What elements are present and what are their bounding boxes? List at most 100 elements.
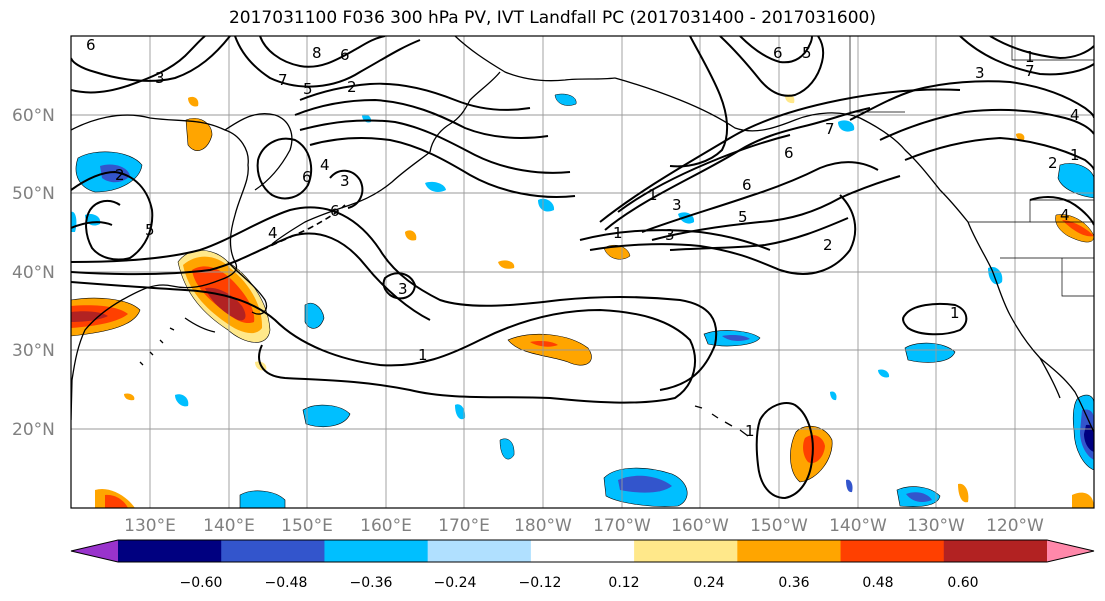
colorbar-tick-label: 0.60 <box>947 575 978 591</box>
contour-label: 2 <box>115 166 125 184</box>
negative-anomaly <box>554 93 577 106</box>
contour-label: 4 <box>268 224 278 242</box>
contour-label: 6 <box>784 144 794 162</box>
colorbar-extend-min <box>71 540 118 562</box>
negative-anomaly <box>100 164 130 183</box>
contour-label: 2 <box>823 236 833 254</box>
colorbar-segment <box>221 540 325 562</box>
lat-label-20: 20°N <box>12 420 55 440</box>
colorbar-segment <box>530 540 635 562</box>
positive-anomaly <box>1072 492 1094 508</box>
negative-anomaly <box>499 438 515 460</box>
negative-anomaly <box>906 492 932 502</box>
contour-label: 1 <box>613 224 623 242</box>
negative-anomaly <box>425 181 446 192</box>
contour-label: 2 <box>347 78 357 96</box>
positive-anomaly <box>603 245 631 260</box>
contour-label: 5 <box>145 221 155 239</box>
contour-label: 7 <box>1025 62 1035 80</box>
negative-anomaly <box>878 369 890 378</box>
lon-label: 170°W <box>593 516 651 536</box>
contour-label: 1 <box>1025 48 1035 66</box>
contour-label: 1 <box>648 186 658 204</box>
negative-anomaly <box>838 120 855 132</box>
negative-anomaly <box>175 394 189 407</box>
colorbar-tick-label: 0.12 <box>608 575 639 591</box>
colorbar-tick-label: −0.12 <box>519 575 562 591</box>
positive-anomaly <box>71 311 108 322</box>
contour-label: 2 <box>1048 154 1058 172</box>
contour-label: 5 <box>738 208 748 226</box>
positive-anomaly <box>530 341 558 347</box>
lon-label: 150°E <box>281 516 333 536</box>
lon-label: 180°W <box>514 516 572 536</box>
negative-anomaly <box>618 475 672 493</box>
contour-label: 8 <box>312 44 322 62</box>
lon-label: 130°E <box>124 516 176 536</box>
contour-label: 6 <box>86 36 96 54</box>
positive-anomaly <box>1062 220 1094 237</box>
contour-label: 1 <box>745 422 755 440</box>
dashed-contour <box>234 204 346 263</box>
colorbar-tick-label: −0.36 <box>350 575 393 591</box>
contour-label: 3 <box>672 196 682 214</box>
colorbar-tick-label: −0.24 <box>434 575 477 591</box>
colorbar-segment <box>427 540 532 562</box>
contour-label: 7 <box>278 71 288 89</box>
colorbar-segment <box>634 540 738 562</box>
contour-label: 3 <box>975 64 985 82</box>
negative-anomaly <box>830 391 837 401</box>
contour-label: 3 <box>340 172 350 190</box>
latitude-labels: 60°N 50°N 40°N 30°N 20°N <box>12 106 55 440</box>
colorbar-segment <box>118 540 222 562</box>
negative-anomaly <box>239 490 286 508</box>
colorbar-segment <box>324 540 429 562</box>
positive-anomaly <box>803 435 825 464</box>
borders <box>849 36 1094 297</box>
contour-label: 6 <box>773 44 783 62</box>
longitude-labels: 130°E 140°E 150°E 160°E 170°E 180°W 170°… <box>124 516 1044 536</box>
colorbar-ticks: −0.60 −0.48 −0.36 −0.24 −0.12 0.12 0.24 … <box>180 575 979 591</box>
lon-label: 160°E <box>360 516 412 536</box>
contour-label: 4 <box>320 156 330 174</box>
lon-label: 170°E <box>438 516 490 536</box>
graticule <box>71 36 1094 508</box>
contour-label: 6 <box>302 168 312 186</box>
lon-label: 140°W <box>829 516 887 536</box>
lon-label: 130°W <box>907 516 965 536</box>
negative-anomaly <box>538 198 555 212</box>
positive-anomaly <box>405 230 417 241</box>
colorbar-tick-label: −0.48 <box>265 575 308 591</box>
lon-label: 140°E <box>203 516 255 536</box>
lon-label: 160°W <box>671 516 729 536</box>
lat-label-40: 40°N <box>12 263 55 283</box>
negative-anomaly <box>304 302 325 329</box>
colorbar-tick-label: −0.60 <box>180 575 223 591</box>
contour-label: 5 <box>303 80 313 98</box>
colorbar-tick-label: 0.36 <box>778 575 809 591</box>
colorbar <box>70 539 1095 563</box>
positive-anomaly <box>124 393 135 401</box>
contour-label: 5 <box>802 44 812 62</box>
contour-label: 3 <box>155 69 165 87</box>
positive-anomaly <box>1016 133 1025 141</box>
colorbar-segment <box>840 540 945 562</box>
positive-anomaly <box>958 483 969 503</box>
pv-contours <box>71 36 1094 500</box>
negative-anomaly <box>455 404 466 420</box>
contour-label: 1 <box>418 346 428 364</box>
positive-anomaly <box>188 96 199 107</box>
shaded-anomalies <box>71 93 1094 508</box>
lat-label-50: 50°N <box>12 184 55 204</box>
positive-anomaly <box>105 494 128 508</box>
contour-label: 3 <box>665 226 675 244</box>
negative-anomaly <box>1057 163 1094 199</box>
colorbar-outline <box>70 539 1095 563</box>
negative-anomaly <box>722 335 750 341</box>
colorbar-tick-label: 0.48 <box>862 575 893 591</box>
positive-anomaly <box>185 118 213 151</box>
contour-label: 4 <box>1060 206 1070 224</box>
contour-label: 3 <box>398 280 408 298</box>
positive-anomaly <box>205 287 246 321</box>
